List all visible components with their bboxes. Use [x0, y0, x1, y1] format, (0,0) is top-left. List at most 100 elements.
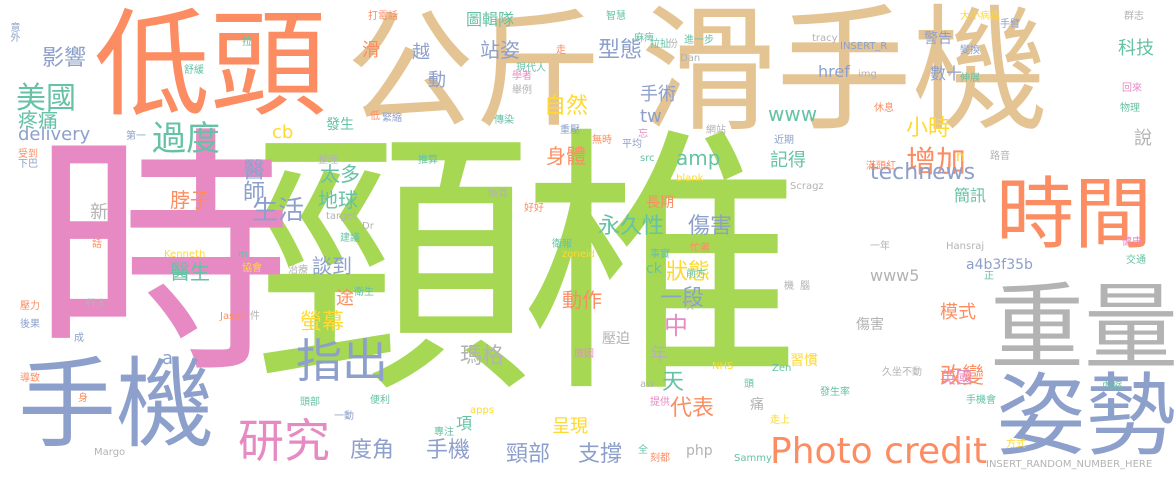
word-ache: 痛: [750, 397, 764, 413]
word-organize: 整理: [318, 155, 338, 166]
word-estimate: 推算: [418, 155, 438, 166]
word-incidence: 發生率: [820, 387, 850, 398]
word-times: 次: [684, 301, 694, 312]
word-traffic: 交通: [1126, 255, 1146, 266]
word-blank: blank: [676, 173, 704, 184]
word-chin: 下巴: [18, 159, 38, 170]
word-hour: 小時: [906, 116, 951, 141]
word-cervical-spine: 頸椎: [252, 105, 802, 431]
word-support: 支撐: [578, 442, 623, 467]
word-zen: Zen: [772, 363, 792, 374]
word-doctor: 醫生: [170, 260, 210, 284]
word-swipe: 滑: [362, 40, 380, 61]
word-come-back: 回來: [1122, 83, 1142, 94]
word-zoneid: zoneid: [562, 249, 595, 260]
word-pull-single: 拉: [242, 37, 252, 48]
word-brain: 腦: [800, 281, 810, 292]
word-cb: cb: [272, 122, 294, 143]
word-hash: a4b3f35b: [966, 257, 1033, 273]
word-red-head: 滿頭紅: [866, 161, 896, 172]
word-machine: 機: [784, 281, 794, 292]
word-hansraj: Hansraj: [946, 241, 985, 252]
word-pull: 拉扯: [650, 39, 670, 50]
word-neck-part: 頸部: [506, 442, 551, 467]
word-speech: 話: [92, 239, 102, 250]
word-src: src: [640, 153, 655, 164]
word-one-section: 一段: [660, 286, 705, 311]
word-scholar: 學者: [512, 71, 532, 82]
word-jason: Jason: [220, 311, 247, 322]
word-physician: 醫師: [239, 158, 264, 202]
word-arm: 手臂: [1000, 19, 1020, 30]
word-state: 狀態: [666, 260, 711, 285]
word-research: 研究: [238, 414, 330, 468]
word-technews: technews: [870, 160, 976, 185]
word-amp: amp: [676, 146, 721, 170]
word-delivery: delivery: [18, 124, 91, 145]
word-always: 無時: [592, 135, 612, 146]
word-phone-small: 手機: [426, 438, 471, 463]
word-represent: 代表: [670, 396, 715, 421]
word-fact: 事實: [650, 249, 670, 260]
word-illness: 大小病症: [960, 11, 1000, 22]
word-website: 網站: [706, 125, 726, 136]
word-mode: 模式: [940, 302, 976, 323]
word-further: 進一步: [684, 35, 714, 46]
word-time-char: 時: [32, 107, 292, 409]
word-year: 年: [650, 344, 668, 365]
word-low: 低: [370, 111, 380, 122]
word-tighten: 緊縮: [382, 113, 402, 124]
word-m: m: [238, 249, 248, 260]
word-screen: 螢幕: [300, 310, 345, 335]
word-recent: 近期: [774, 135, 794, 146]
word-whole: 全: [638, 445, 648, 456]
word-sms: 簡訊: [954, 186, 987, 205]
word-excessive: 過度: [152, 119, 220, 159]
word-technology: 科技: [1118, 38, 1154, 59]
word-first: 第一: [126, 131, 146, 142]
word-insert-random: INSERT_RANDOM_NUMBER_HERE: [986, 459, 1153, 470]
word-relief: 舒緩: [184, 65, 204, 76]
word-occur: 發生: [326, 117, 354, 133]
word-change: 改變: [940, 364, 985, 389]
word-new: 新: [90, 202, 108, 223]
word-body: 身體: [546, 144, 586, 168]
word-accident: 意外: [8, 22, 19, 42]
word-alternate: 變換: [960, 45, 980, 56]
word-ahead: 前方: [686, 269, 706, 280]
word-more: 越: [412, 42, 430, 63]
word-apps: apps: [470, 405, 495, 416]
word-permanent: 永久性: [598, 214, 665, 239]
word-move: 動: [428, 70, 446, 91]
word-road: 路音: [990, 151, 1010, 162]
word-tw: tw: [640, 106, 662, 127]
word-head-part: 頭部: [300, 397, 320, 408]
word-dan: Dan: [680, 53, 701, 64]
word-href: href: [818, 62, 850, 81]
word-retract: 內縮: [1102, 381, 1122, 392]
word-provide: 提供: [650, 397, 670, 408]
word-correct: 正: [984, 271, 994, 282]
word-surgery: 手術: [640, 84, 676, 105]
word-injury: 傷害: [688, 214, 733, 239]
word-action: 動作: [562, 288, 602, 312]
word-call: 打電話: [368, 11, 398, 22]
word-kilogram: 公斤: [346, 0, 603, 146]
word-php: php: [686, 443, 713, 459]
word-warning: 警告: [924, 31, 952, 47]
word-pressure: 壓力: [20, 301, 40, 312]
word-team: 圖輯隊: [466, 10, 515, 29]
word-neck: 脖子: [170, 188, 210, 212]
word-harm: 傷害: [856, 317, 884, 333]
word-usa: 美國: [16, 81, 76, 116]
word-item: 項: [456, 414, 473, 433]
word-kenneth: Kenneth: [164, 249, 206, 260]
word-pain: 疼痛: [18, 108, 58, 132]
word-busy: 忙著: [690, 243, 710, 254]
word-middle: 中: [664, 312, 688, 340]
word-pedestrian: 行人: [86, 299, 106, 310]
word-heavy-press: 重壓: [560, 125, 580, 136]
word-time: 時間: [996, 170, 1153, 260]
word-one-move: 一動: [334, 411, 354, 422]
word-weight: 重量: [990, 274, 1175, 383]
